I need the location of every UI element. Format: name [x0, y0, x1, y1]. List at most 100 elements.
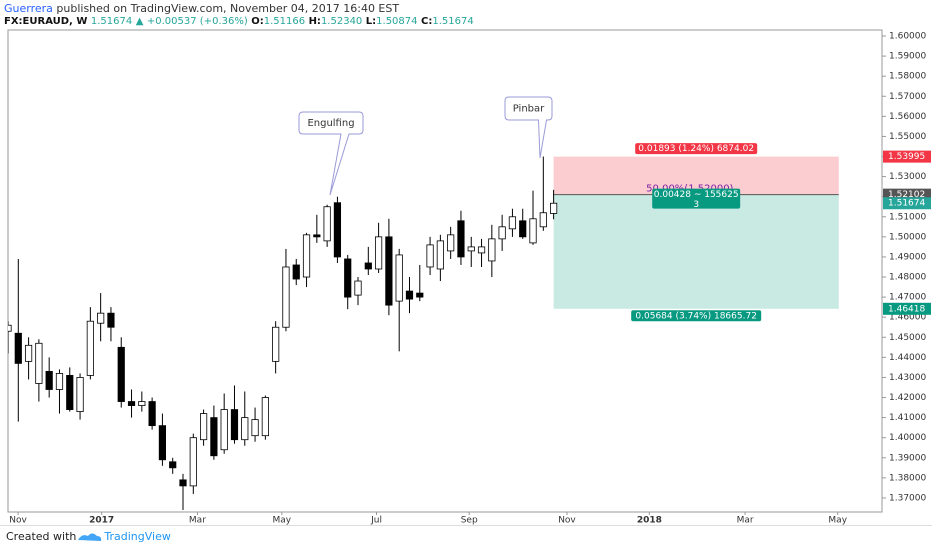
footer: Created with TradingView — [6, 530, 171, 543]
callout-text: Pinbar — [513, 104, 545, 115]
brand[interactable]: TradingView — [104, 530, 171, 543]
x-tick-label: May — [273, 516, 292, 526]
candle-body — [24, 344, 33, 362]
candle-body — [210, 417, 218, 457]
candle-body — [436, 240, 444, 270]
entry-label-sub: 3 — [693, 200, 699, 210]
callout-text: Engulfing — [307, 118, 354, 129]
candle-body — [550, 202, 558, 214]
candle-body — [220, 409, 228, 451]
candle-body — [313, 234, 321, 238]
y-tick-label: 1.43000 — [889, 373, 926, 383]
candle-body — [261, 397, 269, 437]
y-tick-label: 1.44000 — [889, 353, 926, 363]
candle-body — [241, 417, 249, 441]
plot: 50.00%(1.52000) — [8, 156, 839, 510]
close: 1.51674 — [432, 16, 474, 27]
symbol: FX:EURAUD, W — [4, 16, 88, 27]
stop-label: 0.01893 (1.24%) 6874.02 — [638, 144, 754, 154]
y-tick-label: 1.38000 — [889, 473, 926, 483]
change: +0.00537 (+0.36%) — [146, 16, 248, 27]
entry-label-box — [652, 188, 741, 209]
y-tick-label: 1.58000 — [889, 72, 926, 82]
published: published on TradingView.com, November 0… — [56, 2, 400, 15]
candle-body — [282, 266, 290, 328]
callout-box — [298, 111, 364, 196]
candle-body — [488, 238, 496, 262]
y-tick-label: 1.39000 — [889, 453, 926, 463]
price-label-box — [883, 197, 931, 210]
candle-body — [189, 437, 197, 487]
candle-body — [251, 419, 259, 437]
l-label: L: — [365, 16, 377, 27]
candle-body — [127, 401, 136, 406]
high: 1.52340 — [320, 16, 363, 27]
price-label-box — [883, 302, 931, 315]
price-label: 1.51674 — [888, 199, 925, 209]
y-tick-label: 1.42000 — [889, 393, 926, 403]
candle-body — [416, 292, 424, 298]
x-tick-label: 2018 — [637, 516, 662, 526]
y-tick-label: 1.46000 — [889, 313, 926, 323]
author[interactable]: Guerrera — [4, 2, 53, 15]
candle-body — [292, 264, 300, 280]
y-tick-label: 1.48000 — [889, 273, 926, 283]
candle-body — [426, 244, 434, 268]
target-label-box — [631, 310, 762, 322]
candle-body — [107, 312, 115, 328]
price-label-box — [883, 150, 931, 163]
candle-body — [45, 371, 53, 390]
candle-body — [405, 290, 414, 300]
candle-body — [498, 226, 506, 240]
candle-body — [35, 342, 43, 384]
candle-body — [395, 254, 403, 302]
candle-body — [302, 234, 311, 278]
candle-body — [447, 234, 455, 252]
candle-body — [539, 212, 547, 228]
candle-body — [55, 373, 64, 390]
candle-body — [333, 202, 342, 258]
candle-body — [86, 320, 94, 376]
candle-body — [323, 206, 331, 242]
open: 1.51166 — [263, 16, 306, 27]
brand-logo — [78, 533, 102, 541]
stop-label-box — [635, 143, 758, 155]
x-tick-label: Nov — [558, 516, 576, 526]
publish-line: Guerrera published on TradingView.com, N… — [4, 2, 399, 15]
y-tick-label: 1.55000 — [889, 132, 926, 142]
target-label: 0.05684 (3.74%) 18665.72 — [635, 311, 757, 321]
h-label: H: — [308, 16, 321, 27]
candle-body — [14, 332, 22, 364]
y-tick-label: 1.45000 — [889, 333, 926, 343]
candle-body — [138, 401, 146, 406]
price-label: 1.53995 — [888, 152, 925, 162]
arrow: ▲ — [135, 16, 144, 27]
candle-body — [169, 461, 177, 469]
price-label: 1.46418 — [888, 304, 925, 314]
candle-body — [230, 409, 239, 441]
candle-body — [529, 218, 537, 244]
x-tick-label: 2017 — [89, 516, 114, 526]
candle-body — [457, 220, 465, 258]
y-tick-label: 1.50000 — [889, 232, 926, 242]
low: 1.50874 — [376, 16, 418, 27]
y-tick-label: 1.47000 — [889, 293, 926, 303]
x-tick-label: Mar — [189, 516, 206, 526]
y-tick-label: 1.57000 — [889, 92, 926, 102]
x-tick-label: Sep — [461, 516, 478, 526]
candle-body — [519, 220, 527, 238]
candle-body — [148, 401, 156, 427]
target-zone — [553, 194, 839, 309]
y-tick-label: 1.56000 — [889, 112, 926, 122]
candle-body — [375, 236, 383, 270]
candle-body — [385, 236, 393, 306]
y-tick-label: 1.59000 — [889, 52, 926, 62]
x-tick-label: Nov — [9, 516, 27, 526]
candle-body — [76, 377, 84, 412]
candle-body — [344, 258, 352, 298]
y-tick-label: 1.49000 — [889, 252, 926, 262]
created-with: Created with — [6, 530, 77, 543]
candle-body — [8, 324, 12, 332]
last: 1.51674 — [90, 16, 133, 27]
